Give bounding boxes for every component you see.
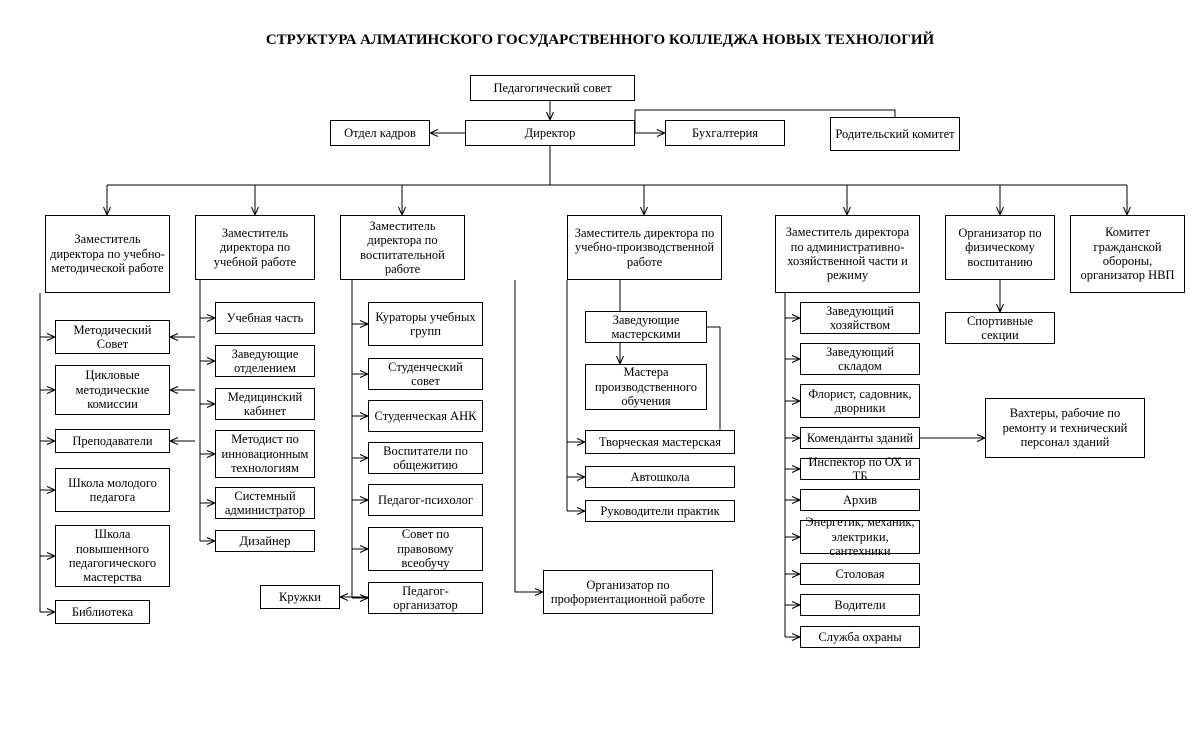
node-d6a: Спортивные секции <box>945 312 1055 344</box>
node-d5i: Водители <box>800 594 920 616</box>
node-d3d: Воспитатели по общежитию <box>368 442 483 474</box>
node-d3f: Совет по правовому всеобучу <box>368 527 483 571</box>
node-d5a: Заведующий хозяйством <box>800 302 920 334</box>
node-dir: Директор <box>465 120 635 146</box>
node-d5f: Архив <box>800 489 920 511</box>
node-d2a: Учебная часть <box>215 302 315 334</box>
node-d5h: Столовая <box>800 563 920 585</box>
node-d2d: Методист по инновационным технологиям <box>215 430 315 478</box>
node-d4e: Руководители практик <box>585 500 735 522</box>
node-dep6: Организатор по физическому воспитанию <box>945 215 1055 280</box>
node-d3g: Педагог-организатор <box>368 582 483 614</box>
node-dep3: Заместитель директора по воспитательной … <box>340 215 465 280</box>
node-d2f: Дизайнер <box>215 530 315 552</box>
node-d1e: Школа повышенного педагогического мастер… <box>55 525 170 587</box>
page-title: СТРУКТУРА АЛМАТИНСКОГО ГОСУДАРСТВЕННОГО … <box>0 32 1200 49</box>
node-d2c: Медицинский кабинет <box>215 388 315 420</box>
node-d3b: Студенческий совет <box>368 358 483 390</box>
node-d5j: Служба охраны <box>800 626 920 648</box>
node-dep7: Комитет гражданской обороны, организатор… <box>1070 215 1185 293</box>
node-d1b: Цикловые методические комиссии <box>55 365 170 415</box>
node-d3a: Кураторы учебных групп <box>368 302 483 346</box>
node-d5b: Заведующий складом <box>800 343 920 375</box>
node-d4d: Автошкола <box>585 466 735 488</box>
node-kadry: Отдел кадров <box>330 120 430 146</box>
node-d1c: Преподаватели <box>55 429 170 453</box>
node-d1d: Школа молодого педагога <box>55 468 170 512</box>
node-d1a: Методический Совет <box>55 320 170 354</box>
node-d4b: Мастера производственного обучения <box>585 364 707 410</box>
node-rodkom: Родительский комитет <box>830 117 960 151</box>
node-d3e: Педагог-психолог <box>368 484 483 516</box>
node-d3c: Студенческая АНК <box>368 400 483 432</box>
node-kruzhki: Кружки <box>260 585 340 609</box>
node-d2b: Заведующие отделением <box>215 345 315 377</box>
node-dep4: Заместитель директора по учебно-производ… <box>567 215 722 280</box>
node-dep1: Заместитель директора по учебно-методиче… <box>45 215 170 293</box>
node-prof: Организатор по профориентационной работе <box>543 570 713 614</box>
node-buh: Бухгалтерия <box>665 120 785 146</box>
node-d1f: Библиотека <box>55 600 150 624</box>
node-d5e: Инспектор по ОХ и ТБ <box>800 458 920 480</box>
node-d5g: Энергетик, механик, электрики, сантехник… <box>800 520 920 554</box>
node-d5d: Коменданты зданий <box>800 427 920 449</box>
node-ped: Педагогический совет <box>470 75 635 101</box>
org-chart: СТРУКТУРА АЛМАТИНСКОГО ГОСУДАРСТВЕННОГО … <box>0 0 1200 747</box>
node-d5c: Флорист, садовник, дворники <box>800 384 920 418</box>
node-d4a: Заведующие мастерскими <box>585 311 707 343</box>
node-vahtery: Вахтеры, рабочие по ремонту и технически… <box>985 398 1145 458</box>
node-d4c: Творческая мастерская <box>585 430 735 454</box>
node-dep5: Заместитель директора по административно… <box>775 215 920 293</box>
node-d2e: Системный администратор <box>215 487 315 519</box>
node-dep2: Заместитель директора по учебной работе <box>195 215 315 280</box>
